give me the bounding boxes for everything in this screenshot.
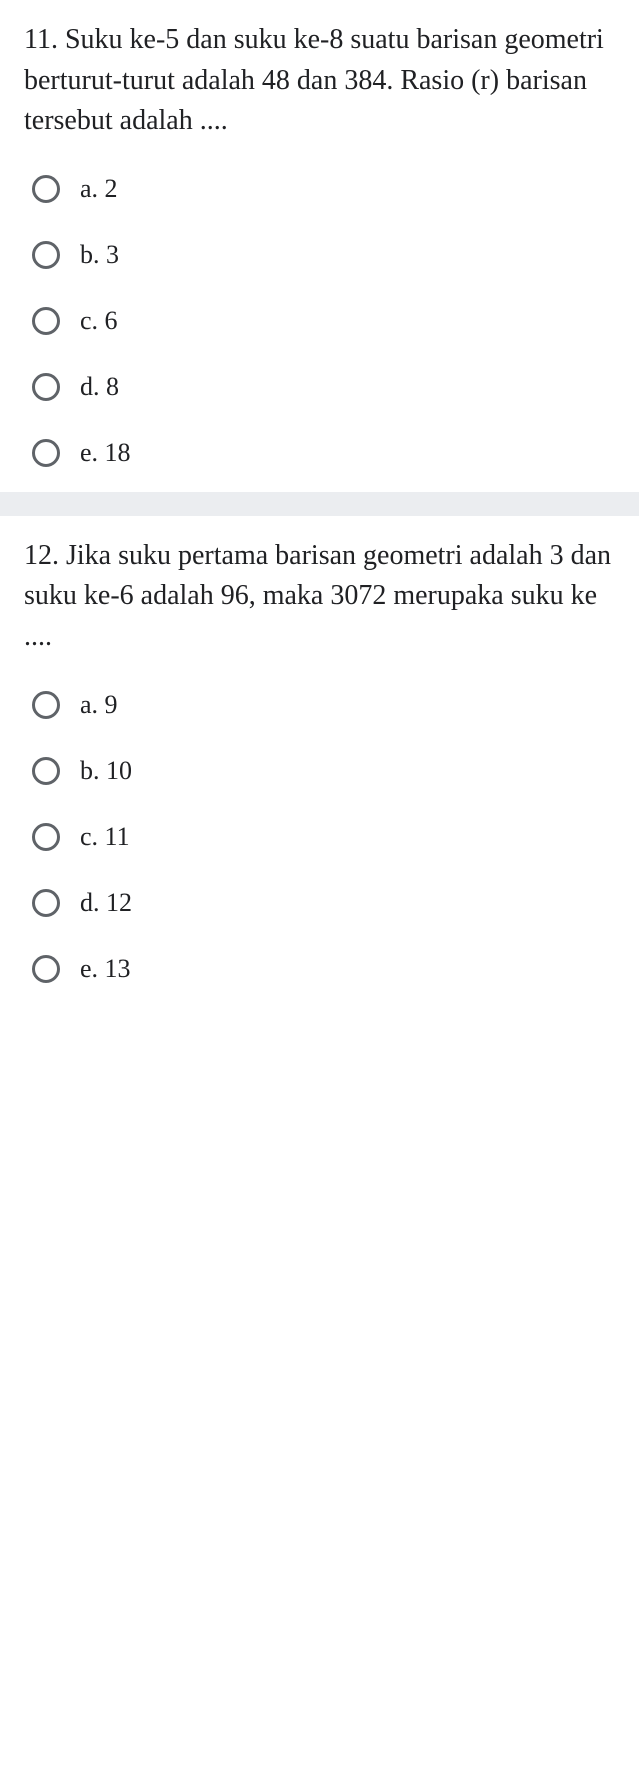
radio-icon <box>32 241 60 269</box>
radio-icon <box>32 691 60 719</box>
question-block-12: 12. Jika suku pertama barisan geometri a… <box>0 516 639 1008</box>
option-label: d. 12 <box>80 888 132 918</box>
option-label: e. 18 <box>80 438 131 468</box>
options-list: a. 9 b. 10 c. 11 d. 12 e. 13 <box>24 690 615 984</box>
option-d[interactable]: d. 12 <box>32 888 615 918</box>
radio-icon <box>32 175 60 203</box>
option-c[interactable]: c. 6 <box>32 306 615 336</box>
option-c[interactable]: c. 11 <box>32 822 615 852</box>
option-e[interactable]: e. 13 <box>32 954 615 984</box>
radio-icon <box>32 823 60 851</box>
option-label: a. 9 <box>80 690 118 720</box>
option-label: b. 3 <box>80 240 119 270</box>
radio-icon <box>32 307 60 335</box>
option-label: b. 10 <box>80 756 132 786</box>
option-label: a. 2 <box>80 174 118 204</box>
option-label: e. 13 <box>80 954 131 984</box>
section-divider <box>0 492 639 516</box>
option-label: d. 8 <box>80 372 119 402</box>
radio-icon <box>32 955 60 983</box>
option-label: c. 6 <box>80 306 118 336</box>
option-a[interactable]: a. 9 <box>32 690 615 720</box>
option-b[interactable]: b. 10 <box>32 756 615 786</box>
question-text: 12. Jika suku pertama barisan geometri a… <box>24 536 615 658</box>
option-label: c. 11 <box>80 822 130 852</box>
radio-icon <box>32 757 60 785</box>
option-a[interactable]: a. 2 <box>32 174 615 204</box>
radio-icon <box>32 889 60 917</box>
options-list: a. 2 b. 3 c. 6 d. 8 e. 18 <box>24 174 615 468</box>
question-text: 11. Suku ke-5 dan suku ke-8 suatu barisa… <box>24 20 615 142</box>
option-b[interactable]: b. 3 <box>32 240 615 270</box>
option-d[interactable]: d. 8 <box>32 372 615 402</box>
radio-icon <box>32 439 60 467</box>
radio-icon <box>32 373 60 401</box>
question-block-11: 11. Suku ke-5 dan suku ke-8 suatu barisa… <box>0 0 639 492</box>
option-e[interactable]: e. 18 <box>32 438 615 468</box>
